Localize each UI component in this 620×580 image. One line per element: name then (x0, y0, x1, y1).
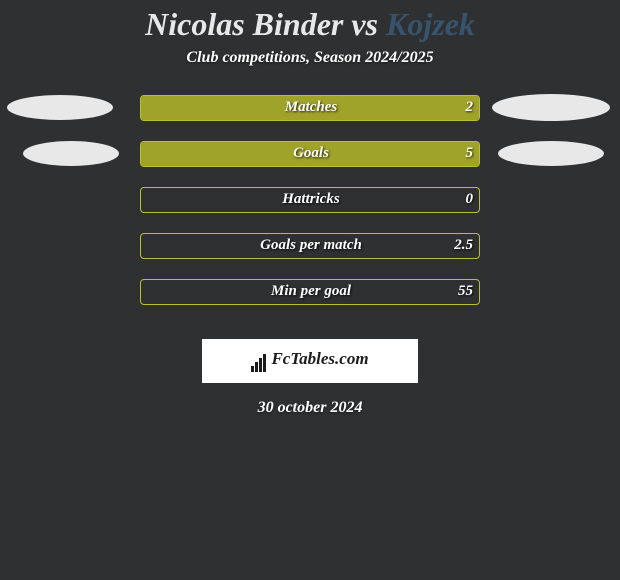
stat-bar: Matches2 (140, 95, 480, 121)
stat-bar: Hattricks0 (140, 187, 480, 213)
stat-label: Matches (141, 99, 481, 116)
stat-label: Goals (141, 145, 481, 162)
comparison-page: Nicolas Binder vs Kojzek Club competitio… (0, 6, 620, 580)
date-line: 30 october 2024 (0, 399, 620, 417)
stat-bar: Goals per match2.5 (140, 233, 480, 259)
page-title: Nicolas Binder vs Kojzek (0, 6, 620, 43)
stat-row: Matches2 (0, 95, 620, 141)
stat-row: Goals per match2.5 (0, 233, 620, 279)
stat-value: 2 (466, 99, 474, 116)
stat-value: 5 (466, 145, 474, 162)
stat-bar: Min per goal55 (140, 279, 480, 305)
player-a-name: Nicolas Binder (145, 6, 343, 42)
stat-row: Hattricks0 (0, 187, 620, 233)
player-a-ellipse (23, 141, 119, 166)
subtitle: Club competitions, Season 2024/2025 (0, 49, 620, 67)
vs-text: vs (351, 6, 378, 42)
logo-bars-icon (251, 352, 267, 372)
stat-bar: Goals5 (140, 141, 480, 167)
stat-label: Min per goal (141, 283, 481, 300)
logo-box[interactable]: FcTables.com (202, 339, 418, 383)
stat-value: 2.5 (454, 237, 473, 254)
player-b-ellipse (492, 94, 610, 121)
stat-value: 55 (458, 283, 473, 300)
player-b-name: Kojzek (386, 6, 475, 42)
logo-label: FcTables.com (271, 349, 368, 368)
stats-block: Matches2Goals5Hattricks0Goals per match2… (0, 95, 620, 325)
stat-row: Min per goal55 (0, 279, 620, 325)
stat-label: Hattricks (141, 191, 481, 208)
stat-label: Goals per match (141, 237, 481, 254)
player-b-ellipse (498, 141, 604, 166)
stat-row: Goals5 (0, 141, 620, 187)
stat-value: 0 (466, 191, 474, 208)
logo-text: FcTables.com (202, 349, 418, 372)
player-a-ellipse (7, 95, 113, 120)
